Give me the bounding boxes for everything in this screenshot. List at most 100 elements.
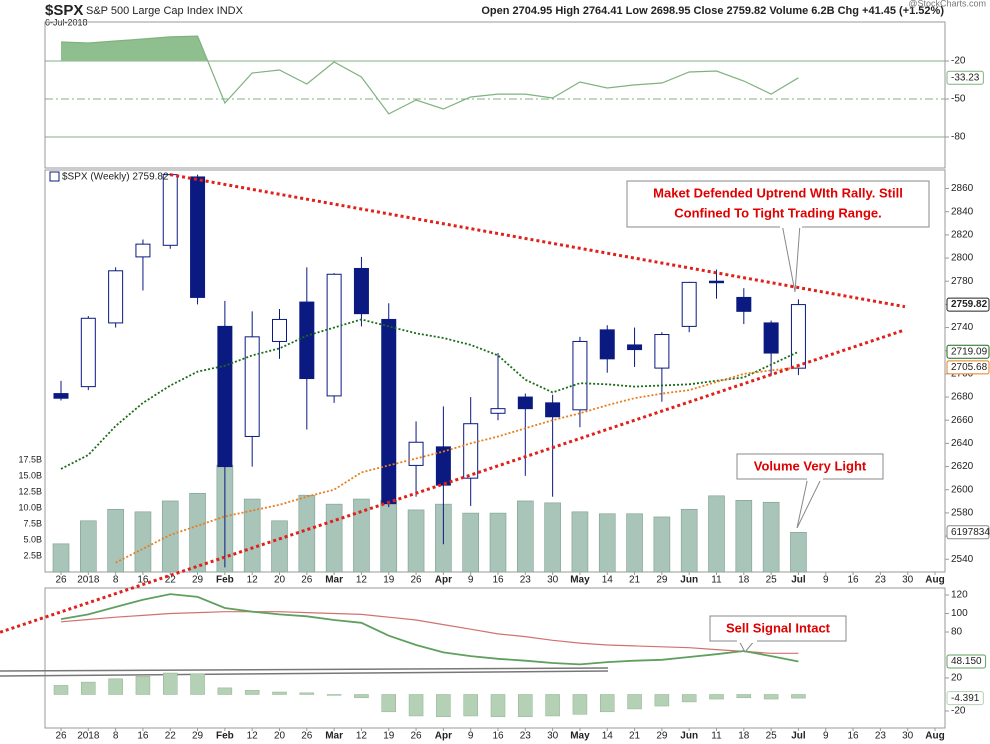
volume-bar	[107, 508, 124, 573]
x-tick-label: 21	[629, 575, 641, 586]
x-tick-label: 12	[356, 575, 368, 586]
x-tick-label: Aug	[925, 731, 944, 742]
x-tick-label: 14	[602, 731, 614, 742]
histogram-bar	[53, 685, 69, 695]
end-label: 6197834	[951, 527, 990, 538]
arrow-join	[737, 637, 757, 643]
symbol: $SPX	[45, 2, 83, 19]
x-tick-label: 11	[711, 575, 722, 586]
quote: Open 2704.95 High 2764.41 Low 2698.95 Cl…	[481, 5, 944, 17]
histogram-bar	[654, 694, 670, 707]
candle-body	[299, 301, 315, 380]
y-tick-label: 10.0B	[18, 502, 42, 512]
x-tick-label: 23	[520, 731, 532, 742]
arrow-join	[807, 475, 823, 481]
volume-bar	[243, 498, 261, 573]
y-tick-label: 15.0B	[18, 470, 42, 480]
y-tick-label: 2640	[951, 438, 974, 449]
histogram-bar	[108, 678, 123, 695]
end-label: -4.391	[951, 693, 980, 704]
volume-bar	[325, 503, 343, 573]
x-tick-label: 2018	[77, 731, 100, 742]
y-tick-label: 2660	[951, 415, 974, 426]
volume-bar	[544, 502, 561, 573]
histogram-bar	[518, 694, 533, 718]
x-tick-label: 9	[823, 731, 829, 742]
histogram-bar	[681, 694, 697, 703]
end-label-box	[946, 691, 984, 706]
histogram-bar	[272, 691, 287, 695]
x-tick-label: 29	[192, 731, 204, 742]
candle-body	[599, 329, 615, 360]
x-tick-label: 29	[656, 731, 668, 742]
histogram-bar	[436, 694, 451, 718]
y-tick-label: 2620	[951, 461, 974, 472]
volume-bar	[680, 508, 698, 573]
series-line	[60, 611, 799, 654]
candle-body	[53, 393, 69, 399]
x-tick-label: Mar	[325, 575, 343, 586]
histogram-bar	[299, 692, 315, 695]
y-tick-label: 2800	[951, 253, 974, 264]
volume-bar	[134, 511, 152, 573]
end-label-box	[946, 654, 987, 669]
histogram-bar	[244, 690, 260, 695]
x-tick-label: 23	[875, 575, 887, 586]
x-tick-label: Jul	[791, 731, 806, 742]
x-tick-label: 26	[301, 731, 313, 742]
candle-body	[654, 334, 670, 369]
credit: @StockCharts.com	[908, 0, 986, 8]
candle-body	[190, 176, 206, 298]
x-tick-label: 30	[902, 731, 914, 742]
annotation: Volume Very Light	[736, 453, 884, 529]
x-tick-label: 20	[274, 731, 286, 742]
x-tick-label: 8	[113, 731, 119, 742]
y-tick-label: 7.5B	[23, 518, 42, 528]
y-tick-label: 2.5B	[23, 550, 42, 560]
x-tick-label: 22	[165, 575, 177, 586]
candle-body	[244, 336, 260, 437]
x-tick-label: 18	[738, 731, 750, 742]
volume-bar	[735, 500, 753, 573]
histogram-bar	[408, 694, 424, 717]
candle-body	[681, 281, 697, 327]
end-label: -33.23	[951, 72, 980, 83]
x-tick-label: 11	[711, 731, 722, 742]
x-tick-label: Jul	[791, 575, 806, 586]
y-tick-label: 20	[951, 673, 963, 684]
trendline	[0, 328, 906, 634]
x-tick-label: 16	[492, 575, 504, 586]
annotation-box	[626, 180, 930, 228]
volume-bar	[52, 543, 70, 573]
candle-body	[80, 317, 96, 388]
x-tick-label: 16	[848, 731, 860, 742]
y-tick-label: 17.5B	[18, 454, 42, 464]
candle-body	[408, 441, 424, 466]
histogram-bar	[791, 694, 806, 699]
candle-body	[490, 408, 506, 414]
volume-bar	[708, 495, 725, 573]
annotation-box	[709, 615, 847, 642]
x-tick-label: 26	[55, 575, 67, 586]
callout-arrow	[796, 476, 823, 529]
x-tick-label: 26	[301, 575, 313, 586]
histogram-bar	[163, 672, 178, 695]
candle-body	[736, 296, 752, 312]
candle-body	[162, 174, 178, 246]
series-line	[60, 318, 799, 470]
trendline	[169, 173, 906, 309]
histogram-bar	[736, 694, 752, 699]
x-tick-label: Apr	[435, 575, 452, 586]
y-tick-label: 5.0B	[23, 534, 42, 544]
guide-line	[0, 667, 609, 672]
volume-bar	[353, 498, 370, 573]
candle-body	[135, 243, 151, 258]
x-tick-label: 25	[766, 731, 778, 742]
legend-swatch	[49, 171, 60, 182]
series-line	[115, 366, 799, 564]
x-tick-label: 30	[547, 575, 559, 586]
end-label-box	[946, 297, 990, 312]
histogram-bar	[545, 694, 560, 717]
x-tick-label: 9	[468, 575, 474, 586]
